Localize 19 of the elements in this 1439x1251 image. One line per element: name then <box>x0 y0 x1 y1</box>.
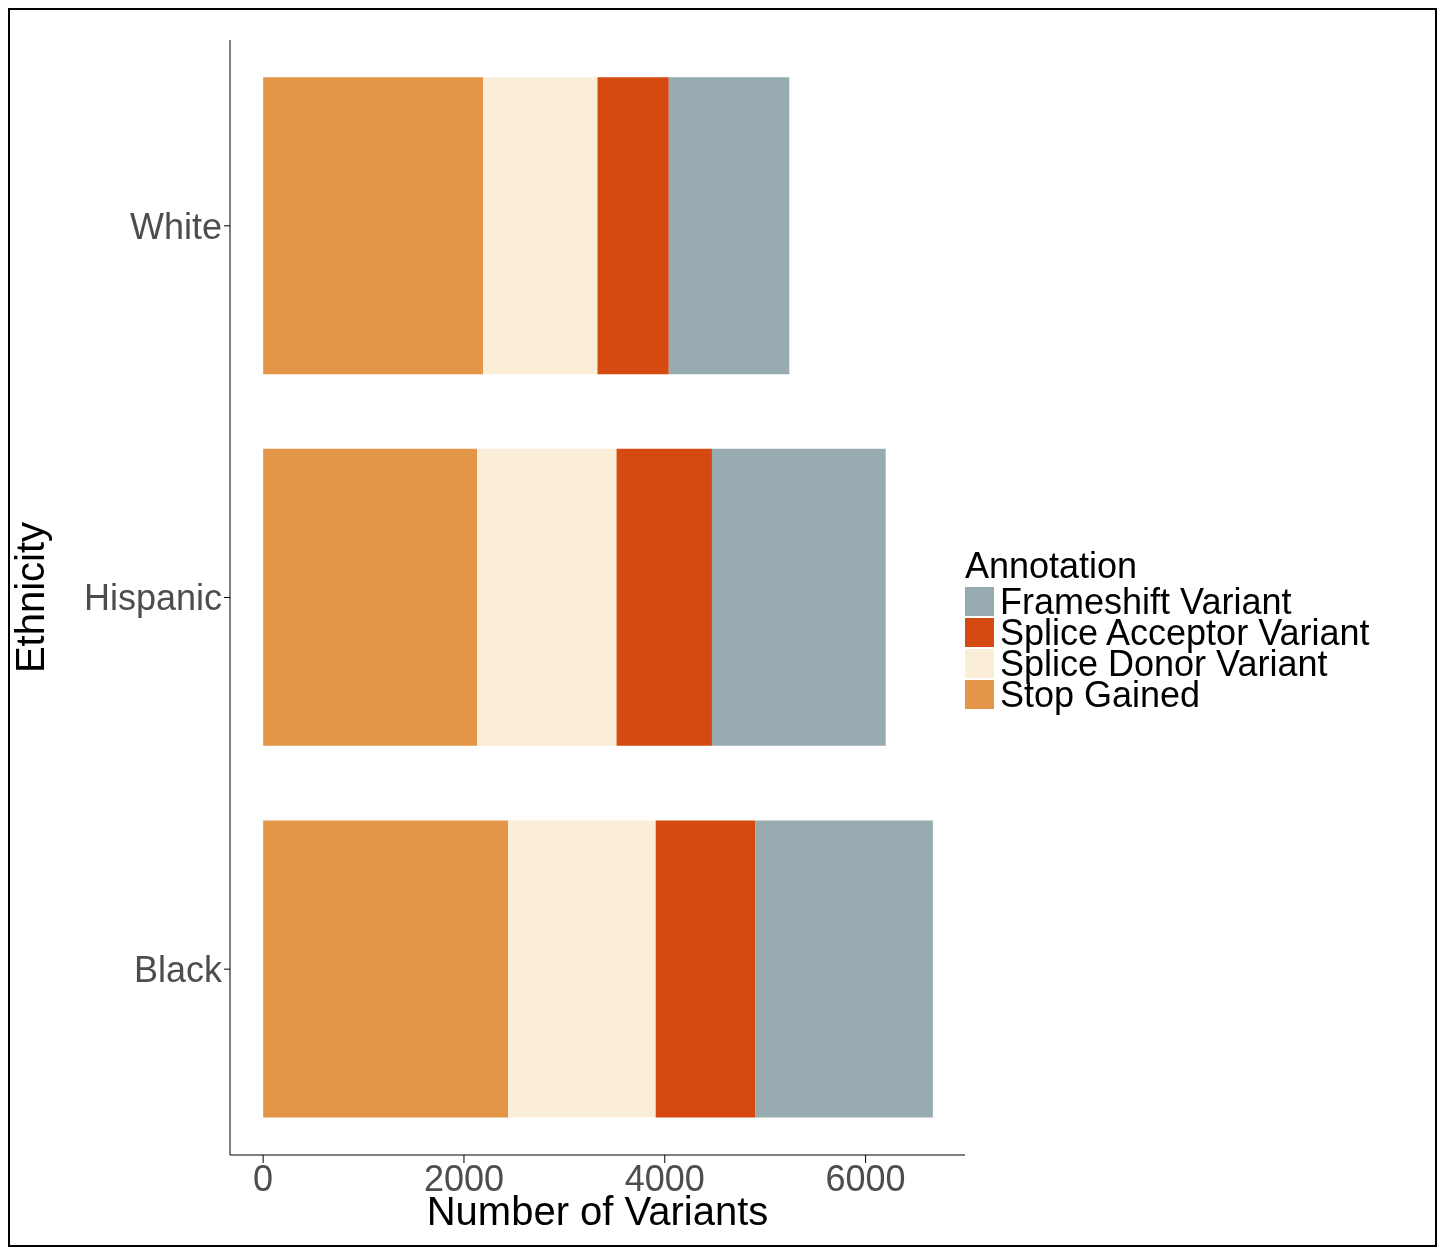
bar <box>508 820 656 1118</box>
y-tick-label: White <box>129 205 222 247</box>
y-tick-label: Black <box>133 948 223 990</box>
bar <box>483 77 598 375</box>
bar <box>597 77 669 375</box>
x-tick-label: 0 <box>253 1157 274 1199</box>
bar <box>263 820 509 1118</box>
bar <box>616 448 712 746</box>
bar <box>755 820 933 1118</box>
bar <box>477 448 617 746</box>
y-tick-label: Hispanic <box>83 577 222 619</box>
legend-title: Annotation <box>965 544 1139 586</box>
bar <box>711 448 886 746</box>
bar <box>668 77 790 375</box>
x-tick-label: 6000 <box>825 1157 906 1199</box>
bar <box>263 77 484 375</box>
bar <box>263 448 478 746</box>
y-axis-title: Ethnicity <box>8 521 53 674</box>
bar <box>655 820 756 1118</box>
